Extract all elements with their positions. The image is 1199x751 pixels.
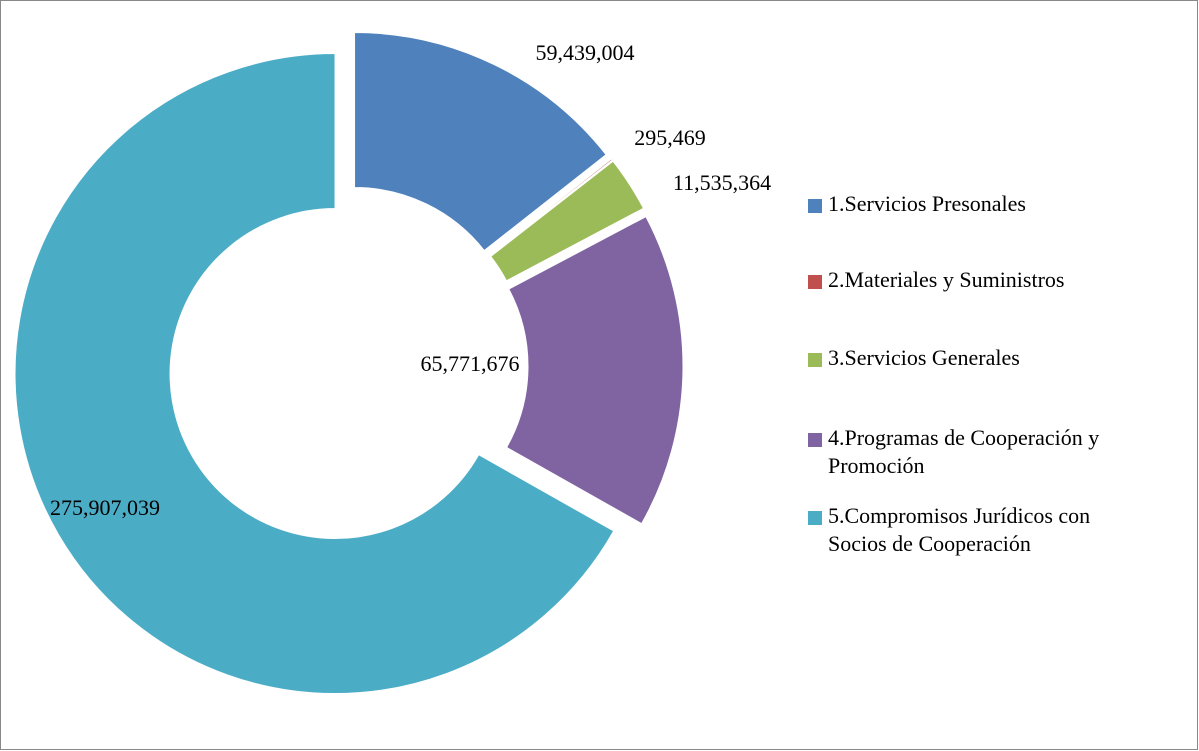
legend-swatch	[808, 353, 822, 367]
legend-label: 3.Servicios Generales	[828, 345, 1020, 370]
legend-label: 4.Programas de Cooperación y Promoción	[828, 425, 1099, 478]
legend-label: 1.Servicios Presonales	[828, 191, 1026, 216]
donut-slice	[354, 32, 607, 252]
legend-swatch	[808, 199, 822, 213]
legend-swatch	[808, 433, 822, 447]
legend-swatch	[808, 275, 822, 289]
donut-slice	[490, 160, 645, 282]
data-label: 59,439,004	[536, 40, 635, 65]
data-label: 65,771,676	[421, 351, 520, 376]
donut-slice	[488, 158, 613, 257]
legend-swatch	[808, 511, 822, 525]
legend-label: 5.Compromisos Jurídicos con Socios de Coo…	[828, 503, 1090, 556]
data-label: 11,535,364	[673, 170, 771, 195]
data-label: 275,907,039	[50, 495, 160, 520]
donut-slice	[14, 53, 615, 695]
donut-slice	[505, 215, 684, 525]
data-label: 295,469	[634, 125, 706, 150]
legend-label: 2.Materiales y Suministros	[828, 267, 1064, 292]
